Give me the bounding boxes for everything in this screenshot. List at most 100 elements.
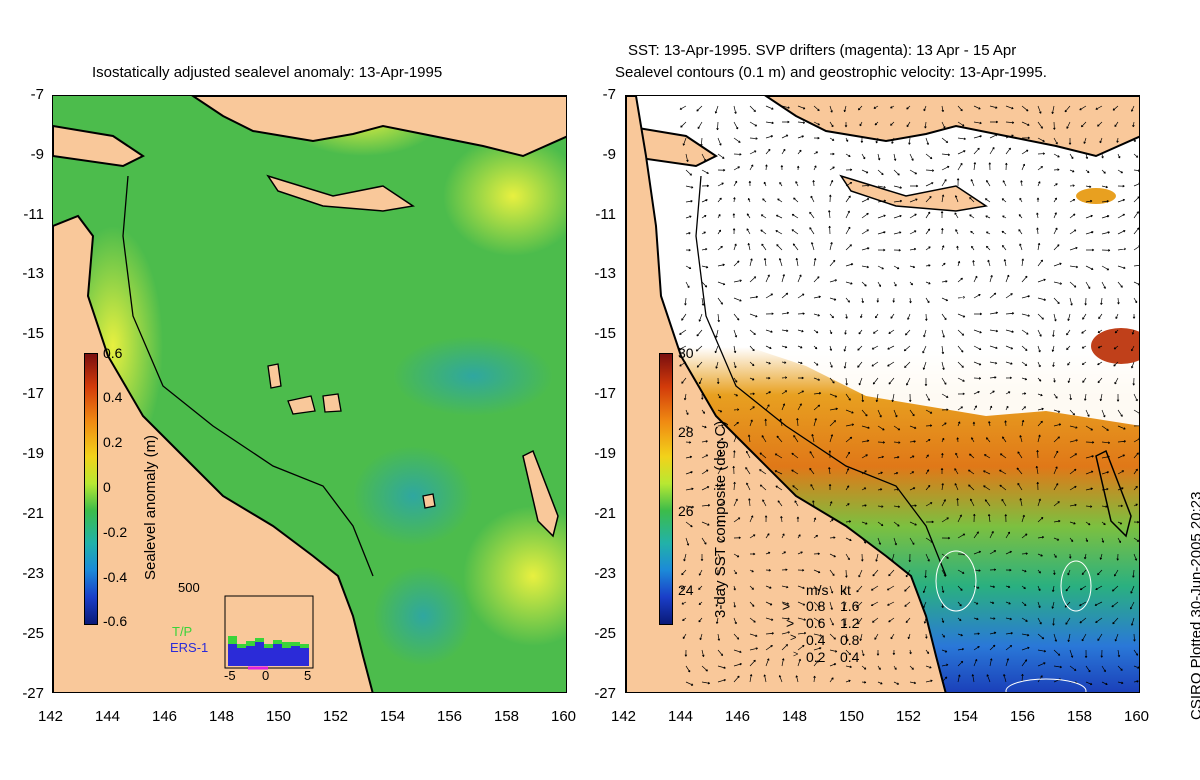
velocity-arrow xyxy=(1053,409,1061,413)
velocity-arrow xyxy=(973,135,982,139)
velocity-arrow xyxy=(717,182,724,187)
velocity-arrow xyxy=(893,248,901,252)
velocity-arrow xyxy=(1085,521,1091,526)
velocity-arrow xyxy=(845,168,853,172)
velocity-arrow xyxy=(845,153,851,158)
velocity-arrow xyxy=(797,105,806,110)
velocity-arrow xyxy=(1131,105,1135,112)
velocity-arrow xyxy=(1021,136,1030,140)
velocity-arrow xyxy=(732,228,736,235)
velocity-arrow xyxy=(1053,450,1059,459)
velocity-arrow xyxy=(1133,425,1139,427)
velocity-arrow xyxy=(1069,425,1078,429)
velocity-arrow xyxy=(1082,377,1087,383)
velocity-arrow xyxy=(1081,361,1087,365)
velocity-arrow xyxy=(1017,451,1023,459)
velocity-arrow xyxy=(909,184,919,188)
velocity-arrow xyxy=(781,361,787,364)
velocity-arrow xyxy=(925,649,930,654)
velocity-arrow xyxy=(857,361,863,368)
velocity-arrow xyxy=(941,245,945,251)
velocity-arrow xyxy=(1018,229,1023,235)
velocity-arrow xyxy=(829,407,838,411)
velocity-arrow xyxy=(1069,297,1073,306)
velocity-arrow xyxy=(1083,393,1087,401)
left-xtick: 152 xyxy=(323,708,349,725)
velocity-arrow xyxy=(717,313,720,323)
velocity-arrow xyxy=(1079,585,1087,591)
velocity-arrow xyxy=(696,105,703,112)
velocity-arrow xyxy=(1067,361,1071,366)
velocity-arrow xyxy=(781,601,790,605)
velocity-arrow xyxy=(791,469,799,475)
velocity-arrow xyxy=(1021,552,1028,555)
velocity-arrow xyxy=(717,153,725,159)
velocity-arrow xyxy=(1133,468,1138,475)
velocity-arrow xyxy=(941,345,945,355)
velocity-arrow xyxy=(685,537,690,546)
velocity-arrow xyxy=(893,185,902,189)
velocity-arrow xyxy=(877,471,883,475)
velocity-arrow xyxy=(733,421,739,427)
velocity-arrow xyxy=(717,678,726,683)
velocity-arrow xyxy=(828,467,831,475)
velocity-arrow xyxy=(813,633,822,637)
velocity-arrow xyxy=(829,420,837,427)
velocity-arrow xyxy=(893,281,897,287)
velocity-arrow xyxy=(1111,601,1119,608)
velocity-arrow xyxy=(940,467,944,475)
velocity-arrow xyxy=(1081,569,1087,576)
velocity-arrow xyxy=(1005,550,1012,555)
velocity-arrow xyxy=(1133,265,1139,267)
velocity-arrow xyxy=(1021,514,1025,523)
velocity-arrows xyxy=(678,105,1139,686)
velocity-arrow xyxy=(1037,313,1044,320)
velocity-arrow xyxy=(923,617,927,624)
velocity-arrow xyxy=(861,169,869,174)
velocity-arrow xyxy=(681,569,687,576)
velocity-arrow xyxy=(877,425,885,431)
velocity-arrow xyxy=(1097,345,1103,349)
velocity-arrow xyxy=(1101,231,1110,235)
velocity-arrow xyxy=(1004,514,1008,523)
velocity-arrow xyxy=(845,451,851,459)
velocity-arrow xyxy=(1001,245,1007,251)
velocity-arrow xyxy=(829,518,834,523)
velocity-arrow xyxy=(877,505,884,508)
velocity-arrow xyxy=(956,178,960,187)
velocity-arrow xyxy=(746,450,751,459)
velocity-arrow xyxy=(1005,585,1011,589)
velocity-arrow xyxy=(909,471,915,475)
velocity-arrow xyxy=(682,633,687,639)
velocity-arrow xyxy=(941,676,948,683)
velocity-arrow xyxy=(759,484,767,491)
velocity-arrow xyxy=(1069,453,1078,459)
velocity-arrow xyxy=(1117,297,1120,305)
velocity-arrow xyxy=(845,679,851,683)
velocity-arrow xyxy=(1005,105,1014,110)
velocity-arrow xyxy=(765,148,771,155)
velocity-arrow xyxy=(1019,197,1023,203)
velocity-arrow xyxy=(973,377,982,380)
velocity-arrow xyxy=(797,631,807,635)
velocity-arrow xyxy=(701,649,705,657)
velocity-arrow xyxy=(733,243,737,251)
velocity-arrow xyxy=(956,245,959,251)
velocity-arrow xyxy=(941,437,945,443)
velocity-arrow xyxy=(781,568,788,572)
velocity-arrow xyxy=(1069,265,1079,269)
velocity-arrow xyxy=(1036,450,1039,459)
velocity-arrow xyxy=(765,329,773,333)
velocity-arrow xyxy=(1051,345,1055,352)
velocity-arrow xyxy=(701,440,708,443)
velocity-arrow xyxy=(842,601,847,610)
velocity-arrow xyxy=(861,665,867,670)
velocity-arrow xyxy=(813,136,820,140)
velocity-arrow xyxy=(906,377,911,386)
velocity-arrow xyxy=(893,455,900,459)
velocity-arrow xyxy=(749,534,756,539)
velocity-arrow xyxy=(761,243,767,251)
velocity-arrow xyxy=(909,281,913,286)
velocity-arrow xyxy=(985,215,991,219)
velocity-arrow xyxy=(1036,212,1039,219)
